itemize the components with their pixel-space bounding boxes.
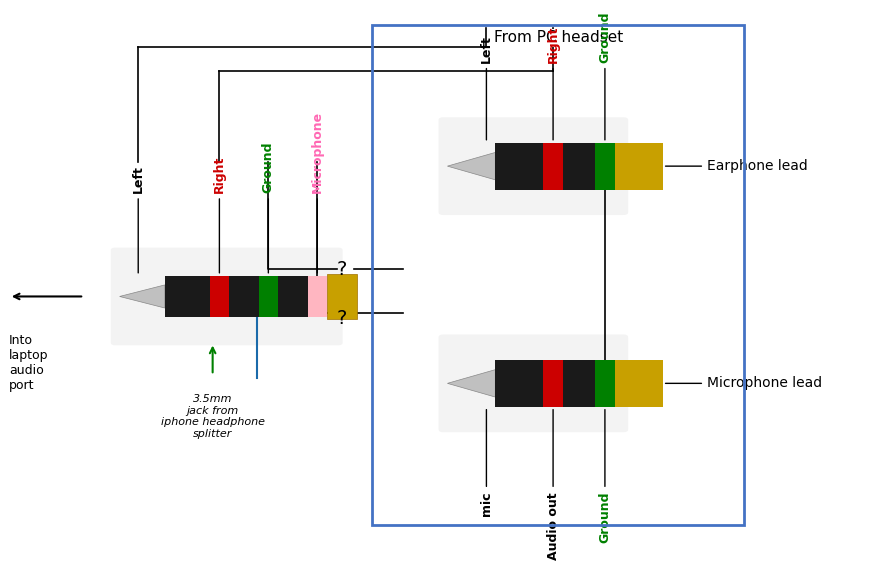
Polygon shape xyxy=(120,285,165,308)
Text: Microphone lead: Microphone lead xyxy=(665,376,822,390)
Text: Into
laptop
audio
port: Into laptop audio port xyxy=(9,335,49,393)
Polygon shape xyxy=(447,370,495,397)
Bar xyxy=(308,276,327,317)
Text: Earphone lead: Earphone lead xyxy=(665,159,808,173)
Bar xyxy=(595,142,615,190)
Text: Ground: Ground xyxy=(598,11,611,140)
Text: Ground: Ground xyxy=(598,410,611,543)
Text: From PC headset: From PC headset xyxy=(494,30,623,46)
Text: Microphone: Microphone xyxy=(311,111,323,273)
Text: mic: mic xyxy=(480,410,493,516)
Text: Right: Right xyxy=(547,26,560,140)
Bar xyxy=(259,276,277,317)
Text: Ground: Ground xyxy=(262,142,275,273)
Bar xyxy=(543,142,563,190)
Polygon shape xyxy=(447,152,495,180)
Bar xyxy=(615,360,663,407)
Bar xyxy=(229,276,259,317)
Bar xyxy=(563,360,595,407)
Text: Right: Right xyxy=(213,156,226,273)
Bar xyxy=(495,360,543,407)
Bar xyxy=(615,142,663,190)
Text: ?: ? xyxy=(337,309,347,328)
Bar xyxy=(327,274,357,319)
FancyBboxPatch shape xyxy=(439,117,628,215)
Bar xyxy=(372,25,744,524)
Text: Audio out: Audio out xyxy=(547,410,560,560)
Bar xyxy=(278,276,308,317)
Bar xyxy=(595,360,615,407)
Bar xyxy=(543,360,563,407)
Text: 3.5mm
jack from
iphone headphone
splitter: 3.5mm jack from iphone headphone splitte… xyxy=(160,394,265,439)
Bar xyxy=(165,276,210,317)
Text: Left: Left xyxy=(480,35,493,140)
Bar xyxy=(563,142,595,190)
Text: Left: Left xyxy=(132,165,144,273)
FancyBboxPatch shape xyxy=(111,247,343,345)
Text: ?: ? xyxy=(337,260,347,279)
Bar xyxy=(210,276,229,317)
Bar xyxy=(495,142,543,190)
FancyBboxPatch shape xyxy=(439,335,628,432)
